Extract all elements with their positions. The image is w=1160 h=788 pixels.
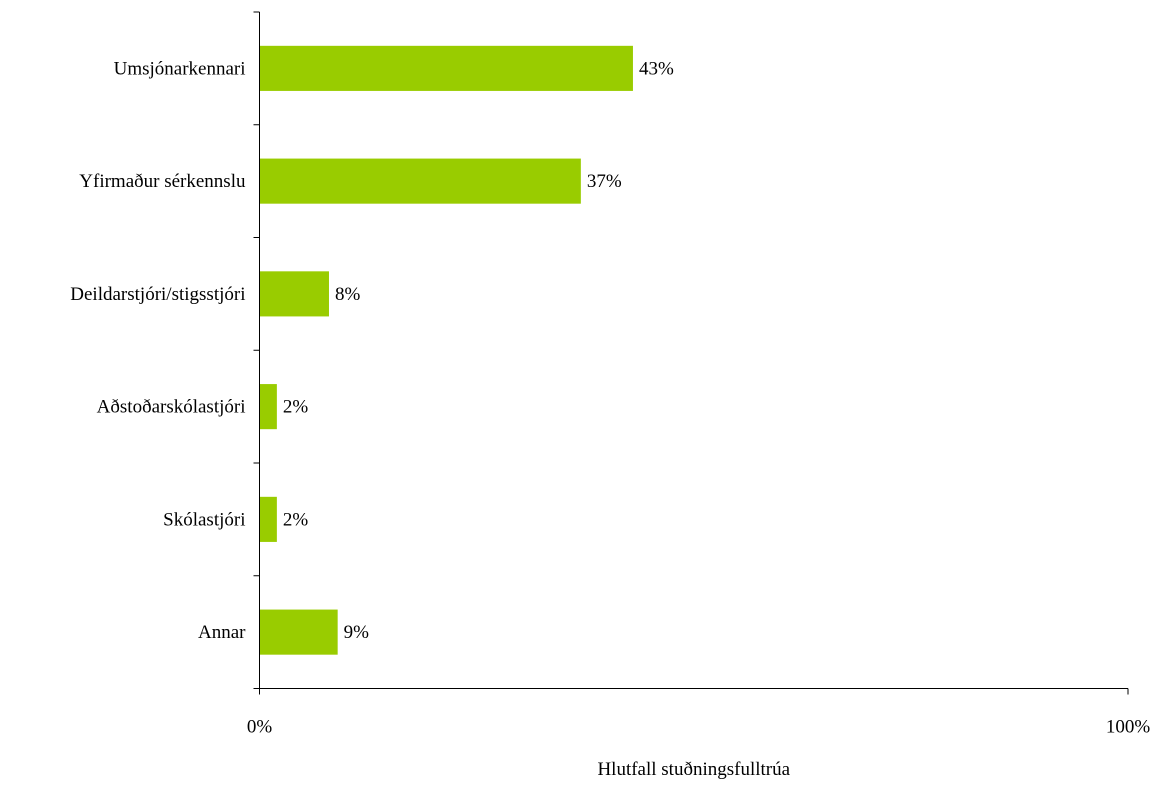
bar [259, 271, 329, 317]
x-tick-label: 0% [247, 717, 273, 738]
bars-layer [259, 45, 633, 655]
bar [259, 384, 277, 430]
bar [259, 496, 277, 542]
data-label: 37% [587, 171, 622, 192]
labels-layer: 0% 100% Umsjónarkennari 43% Yfirmaður sérken… [70, 58, 1150, 737]
category-label: Skólastjóri [163, 509, 245, 530]
bar [259, 158, 581, 204]
data-label: 2% [283, 397, 309, 418]
x-axis-title: Hlutfall stuðningsfulltrúa [597, 759, 790, 780]
bar [259, 609, 338, 655]
data-label: 43% [639, 58, 674, 79]
category-label: Deildarstjóri/stigsstjóri [70, 284, 245, 305]
axes-layer [253, 11, 1129, 695]
data-label: 9% [344, 622, 370, 643]
bar [259, 45, 633, 91]
x-tick-label: 100% [1106, 717, 1151, 738]
data-label: 8% [335, 284, 361, 305]
category-label: Annar [198, 622, 246, 643]
data-label: 2% [283, 509, 309, 530]
category-label: Aðstoðarskólastjóri [97, 397, 246, 418]
category-label: Umsjónarkennari [114, 58, 246, 79]
category-label: Yfirmaður sérkennslu [79, 171, 246, 192]
